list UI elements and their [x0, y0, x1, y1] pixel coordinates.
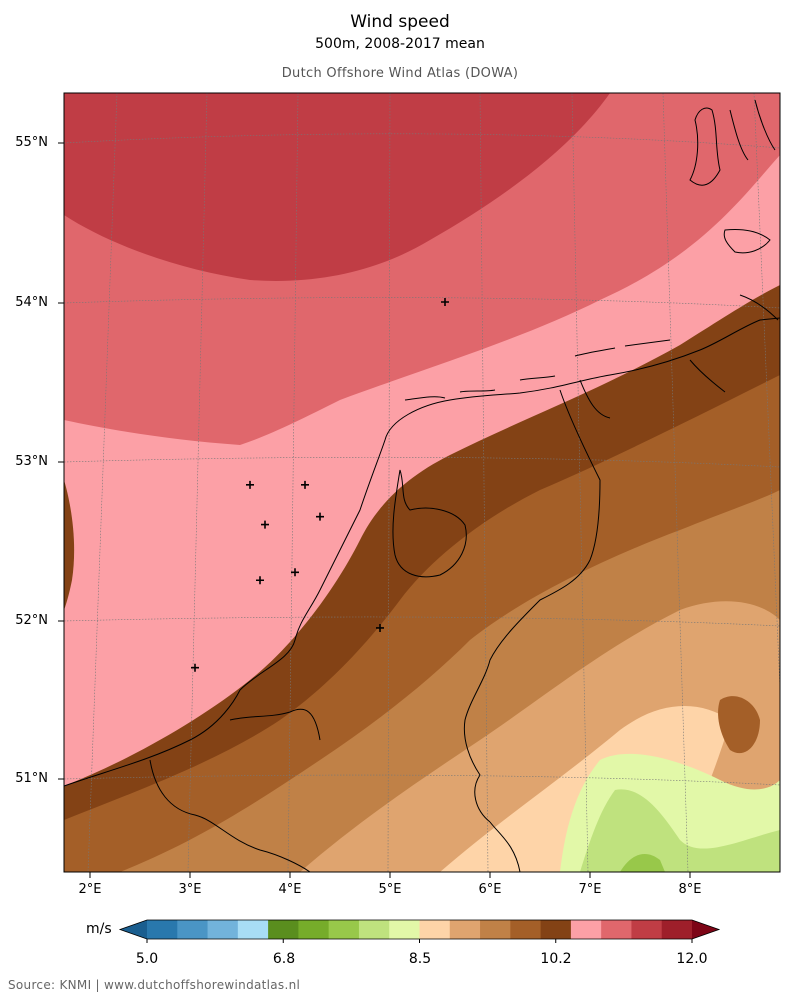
axis-ticks [58, 142, 691, 878]
station-marker [376, 623, 384, 632]
station-marker [291, 568, 299, 577]
map-field [64, 93, 780, 872]
lat-label-54: 54°N [15, 295, 48, 310]
field-ridge [718, 696, 760, 754]
station-marker [301, 480, 309, 489]
station-marker [261, 520, 269, 529]
station-marker [441, 298, 449, 306]
lon-label-4e: 4°E [278, 882, 302, 897]
lon-label-3e: 3°E [178, 882, 202, 897]
colorbar-segment [510, 920, 542, 939]
colorbar-segment [540, 920, 572, 939]
colorbar-segment [661, 920, 693, 939]
atlas-name: Dutch Offshore Wind Atlas (DOWA) [281, 66, 519, 81]
field-west-patch [64, 740, 96, 762]
colorbar-segment [328, 920, 360, 939]
map-frame [63, 92, 781, 873]
lon-label-2e: 2°E [78, 882, 102, 897]
colorbar-segment [177, 920, 209, 939]
colorbar-segment [631, 920, 663, 939]
colorbar-segment [358, 920, 390, 939]
colorbar-segment [570, 920, 602, 939]
colorbar-tick-0: 5.0 [135, 951, 159, 967]
map-title: Wind speed [350, 12, 450, 32]
coastlines [64, 99, 780, 872]
graticule [64, 93, 780, 872]
colorbar-extend-high [692, 920, 719, 939]
station-marker [256, 576, 264, 585]
colorbar [118, 919, 721, 943]
colorbar-segment [298, 920, 330, 939]
colorbar-tick-4: 12.0 [676, 951, 708, 967]
colorbar-unit: m/s [86, 921, 112, 937]
colorbar-segment [147, 920, 178, 939]
lat-label-51: 51°N [15, 771, 48, 786]
lon-label-8e: 8°E [678, 882, 702, 897]
colorbar-tick-1: 6.8 [272, 951, 296, 967]
map-subtitle: 500m, 2008-2017 mean [315, 36, 485, 52]
colorbar-segment [480, 920, 511, 939]
lon-label-5e: 5°E [378, 882, 402, 897]
colorbar-tick-3: 10.2 [540, 951, 572, 967]
lat-label-55: 55°N [15, 135, 48, 150]
colorbar-segment [601, 920, 632, 939]
lon-label-7e: 7°E [578, 882, 602, 897]
colorbar-segment [419, 920, 451, 939]
field-band-red [64, 93, 610, 281]
station-markers [191, 298, 449, 672]
colorbar-segment [207, 920, 239, 939]
colorbar-extend-low [120, 920, 147, 939]
lat-label-52: 52°N [15, 613, 48, 628]
station-marker [316, 512, 324, 521]
colorbar-segment [237, 920, 269, 939]
colorbar-segment [268, 920, 299, 939]
colorbar-tick-2: 8.5 [408, 951, 432, 967]
station-marker [191, 663, 199, 672]
field-west-coast [64, 480, 75, 610]
field-low-green-dark [620, 853, 665, 872]
colorbar-segment [389, 920, 420, 939]
field-low-green [580, 789, 780, 872]
station-marker [246, 480, 254, 489]
colorbar-segment [449, 920, 481, 939]
lon-label-6e: 6°E [478, 882, 502, 897]
lat-label-53: 53°N [15, 454, 48, 469]
source-footer: Source: KNMI | www.dutchoffshorewindatla… [8, 978, 301, 992]
